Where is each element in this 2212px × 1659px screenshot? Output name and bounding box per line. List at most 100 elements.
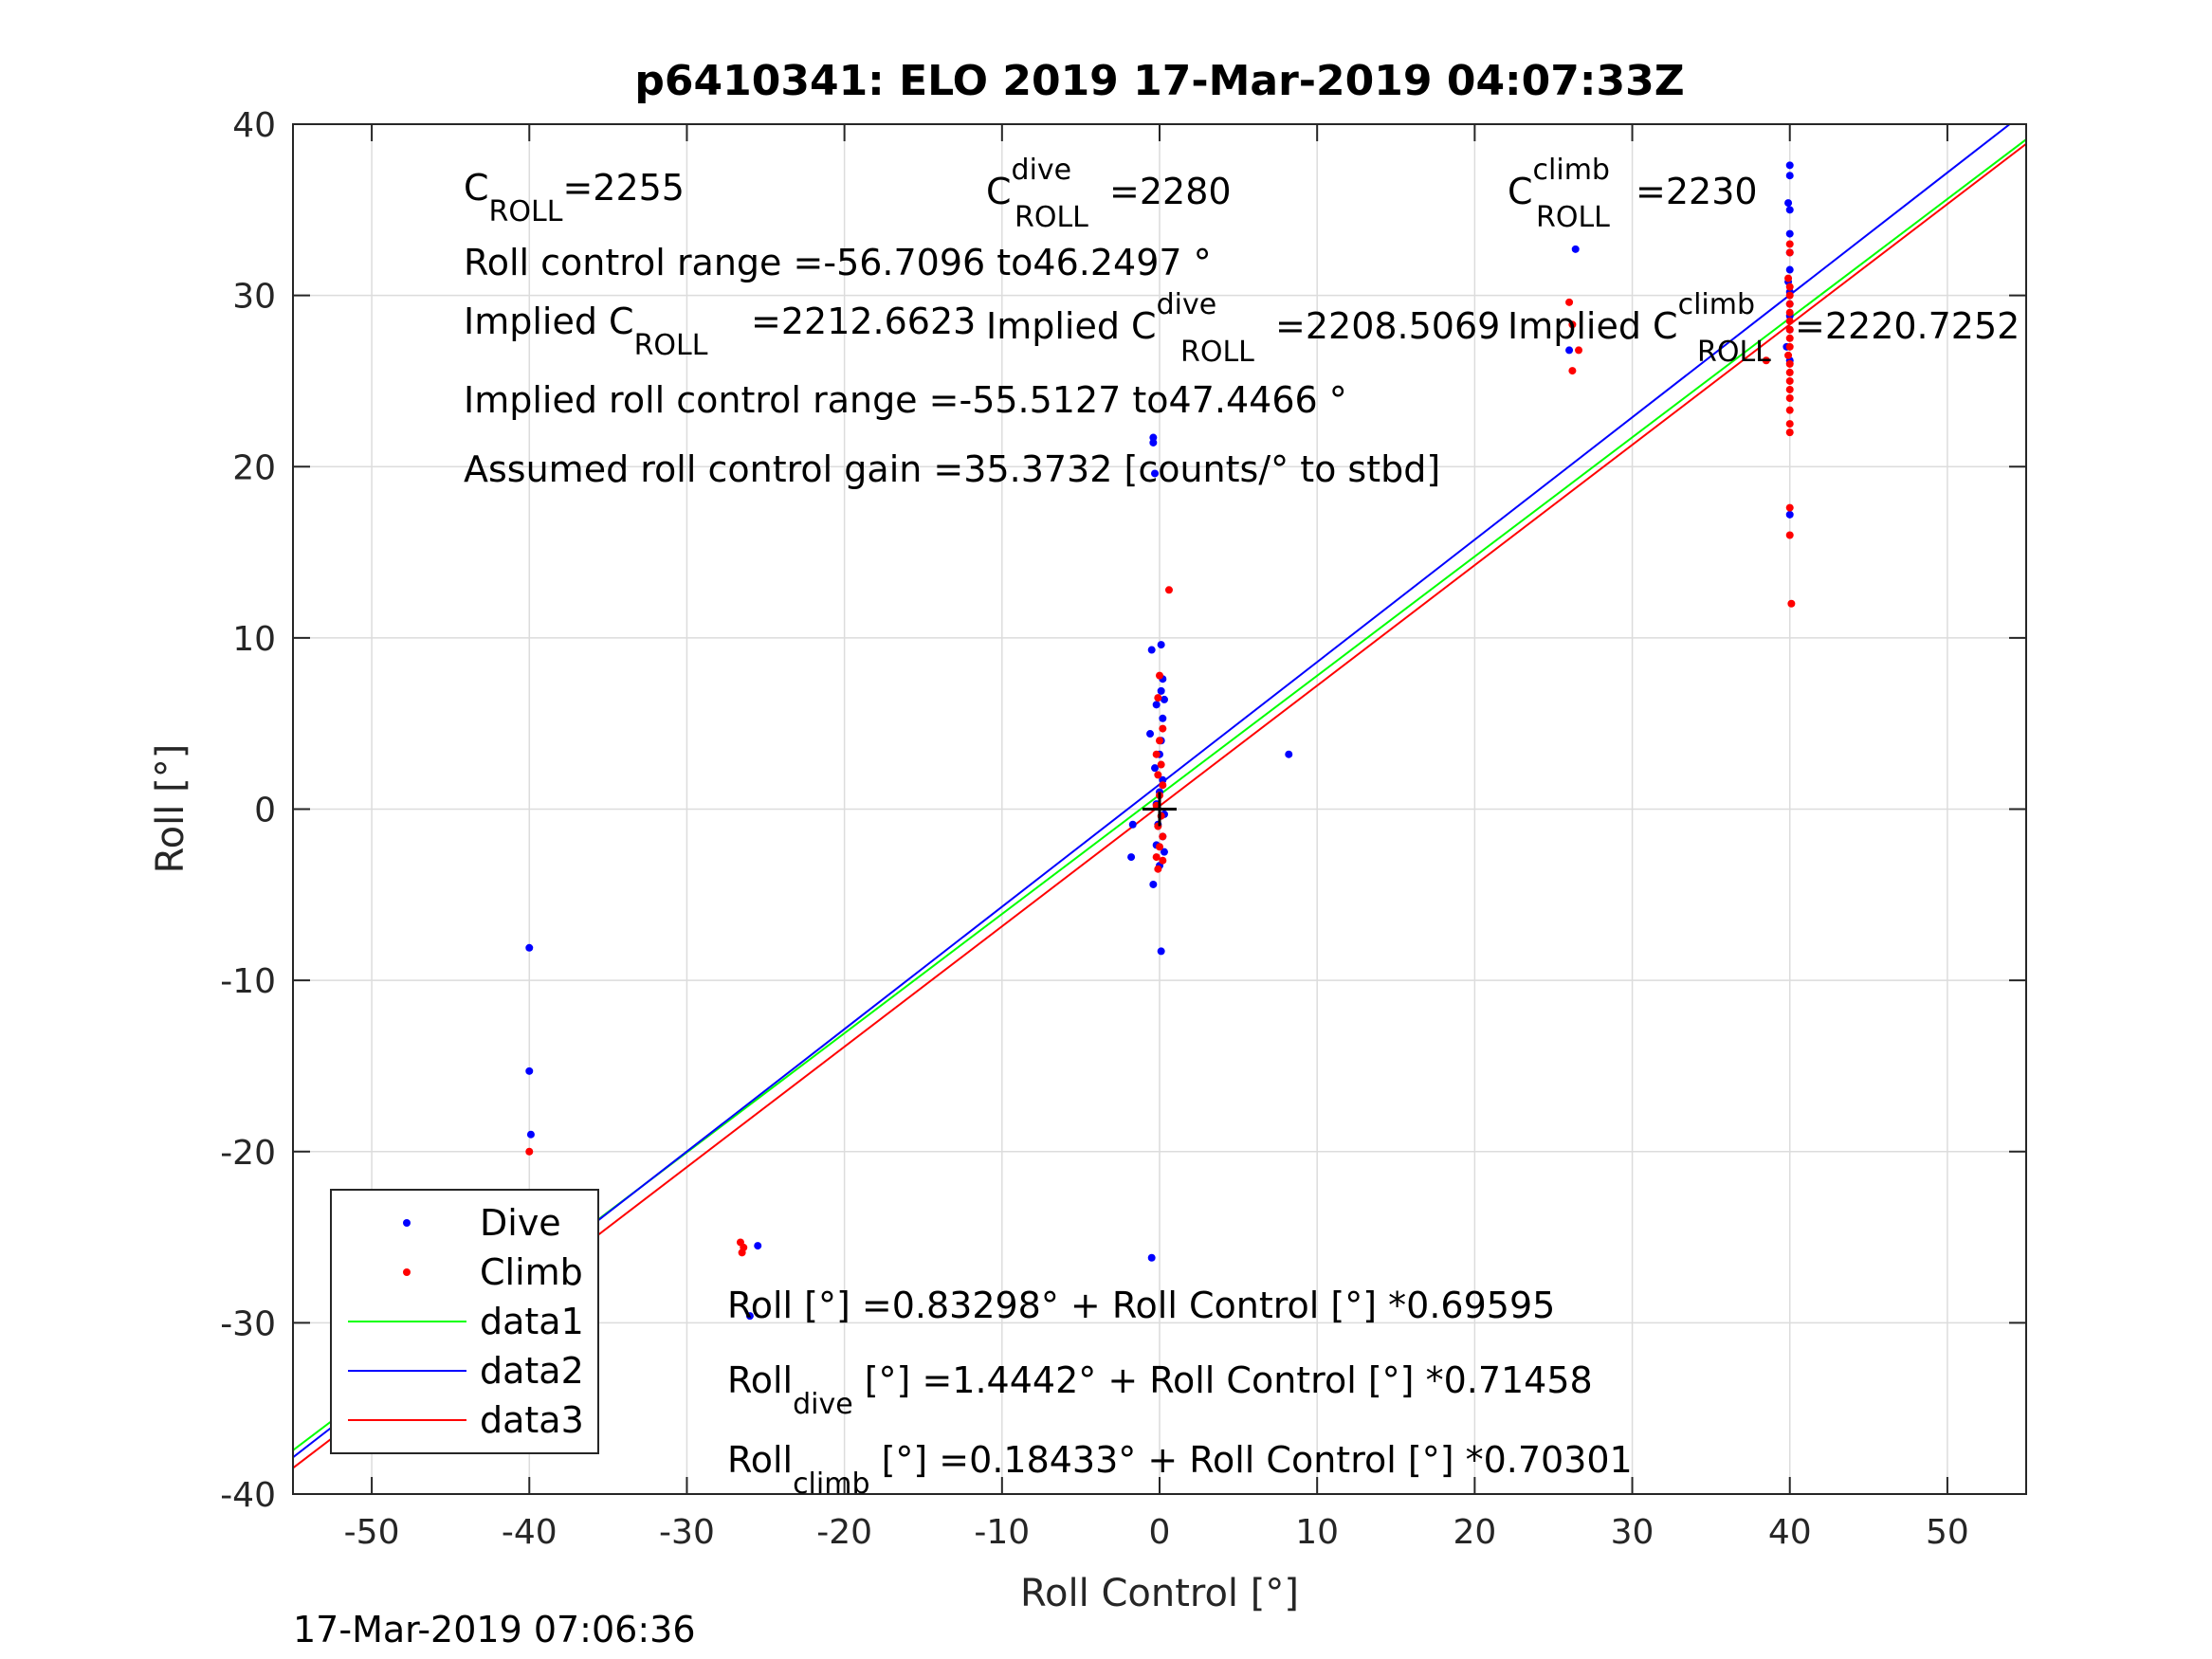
climb-point [1785,359,1794,368]
y-tick-label: -20 [220,1134,276,1173]
c-roll-dive-sub: ROLL [1015,201,1088,234]
dive-point [1152,701,1161,709]
dive-point [1159,714,1167,722]
implied-c-roll-base: Implied C [464,301,634,342]
y-axis-label: Roll [°] [149,744,192,874]
climb-point [1154,771,1162,779]
dive-point [1784,199,1793,208]
climb-point [1157,760,1165,769]
fit-climb-rest: [°] =0.18433° + Roll Control [°] *0.7030… [870,1439,1633,1481]
c-roll-climb-sup: climb [1533,154,1610,187]
roll-control-range: Roll control range =-56.7096 to46.2497 ° [464,242,1212,283]
x-tick-label: 30 [1611,1513,1654,1552]
climb-point [1159,724,1167,733]
climb-point [1785,420,1794,428]
x-tick-label: -20 [816,1513,872,1552]
x-tick-label: 0 [1149,1513,1171,1552]
svg-text:Rollclimb [°] =0.18433° + Roll: Rollclimb [°] =0.18433° + Roll Control [… [727,1439,1633,1501]
legend-swatch-climb [403,1268,411,1276]
dive-point [745,1312,754,1321]
dive-point [1147,646,1156,654]
climb-point [1152,750,1161,758]
climb-point [1787,599,1796,608]
climb-point [1785,376,1794,385]
climb-point [1784,351,1793,359]
dive-point [1151,764,1160,773]
y-tick-label: 20 [232,448,276,487]
x-tick-label: -50 [344,1513,400,1552]
climb-point [1785,342,1794,351]
y-tick-label: -30 [220,1304,276,1343]
svg-text:Implied CROLL=2212.6623: Implied CROLL =2212.6623 [464,301,976,362]
climb-point [1156,737,1163,745]
annotations: CROLL=2255 Cdive ROLL=2280 Cclimb ROLL=223… [464,154,2020,1501]
implied-c-roll-dive-sub: ROLL [1180,336,1254,369]
fit-dive-rest: [°] =1.4442° + Roll Control [°] *0.71458 [853,1359,1593,1401]
climb-point [1154,694,1162,702]
x-tick-label: 50 [1926,1513,1969,1552]
y-tick-labels: -40 -30 -20 -10 0 10 20 30 40 [220,106,276,1515]
y-tick-label: 10 [232,620,276,659]
climb-point [1785,334,1794,342]
roll-control-gain: Assumed roll control gain =35.3732 [coun… [464,448,1440,490]
climb-point [1156,843,1163,851]
dive-point [525,1066,534,1075]
c-roll-climb-base: C [1508,171,1533,212]
dive-point [525,943,534,952]
climb-point [1785,291,1794,300]
climb-point [1785,325,1794,334]
climb-point [1785,428,1794,437]
climb-point [1785,394,1794,402]
c-roll-dive-value: =2280 [1109,171,1232,212]
climb-point [1575,346,1583,355]
implied-c-roll-dive-sup: dive [1157,288,1217,321]
dive-point [1785,510,1794,519]
dive-point [1149,438,1158,447]
c-roll-sub: ROLL [489,195,563,228]
climb-point [1154,865,1162,873]
climb-point [1568,367,1577,375]
climb-point [1156,671,1163,680]
x-tick-label: -30 [659,1513,715,1552]
climb-point [1784,274,1793,283]
y-tick-label: -10 [220,962,276,1001]
implied-c-roll-climb-sup: climb [1678,288,1755,321]
dive-point [754,1242,762,1250]
climb-point [1785,406,1794,414]
implied-c-roll-value: =2212.6623 [751,301,976,342]
implied-c-roll-dive-base: Implied C [986,305,1157,347]
chart-title: p6410341: ELO 2019 17-Mar-2019 04:07:33Z [634,57,1684,105]
legend-swatch-dive [403,1219,411,1227]
dive-point [1785,265,1794,274]
fit-equation-all: Roll [°] =0.83298° + Roll Control [°] *0… [727,1285,1555,1326]
climb-point [1785,531,1794,539]
dive-point [1146,730,1155,738]
y-tick-label: 40 [232,106,276,145]
c-roll-dive-sup: dive [1012,154,1072,187]
x-tick-label: 40 [1768,1513,1812,1552]
x-tick-label: -10 [974,1513,1030,1552]
climb-point [1785,283,1794,291]
c-roll-dive-base: C [986,171,1012,212]
climb-point [1785,385,1794,393]
climb-point [1785,248,1794,257]
dive-point [1785,206,1794,214]
legend-label: data2 [480,1350,584,1392]
fit-dive-sub: dive [793,1388,853,1421]
dive-point [1149,880,1158,888]
dive-point [1571,245,1580,253]
climb-point [1785,503,1794,512]
implied-range: Implied roll control range =-55.5127 to4… [464,379,1347,421]
climb-point [1785,317,1794,325]
legend-label: data1 [480,1301,584,1342]
c-roll-base: C [464,167,489,209]
climb-point [1568,320,1577,329]
climb-point [1159,781,1167,790]
dive-point [1151,469,1160,478]
c-roll-climb-sub: ROLL [1536,201,1610,234]
climb-point [1762,356,1770,365]
